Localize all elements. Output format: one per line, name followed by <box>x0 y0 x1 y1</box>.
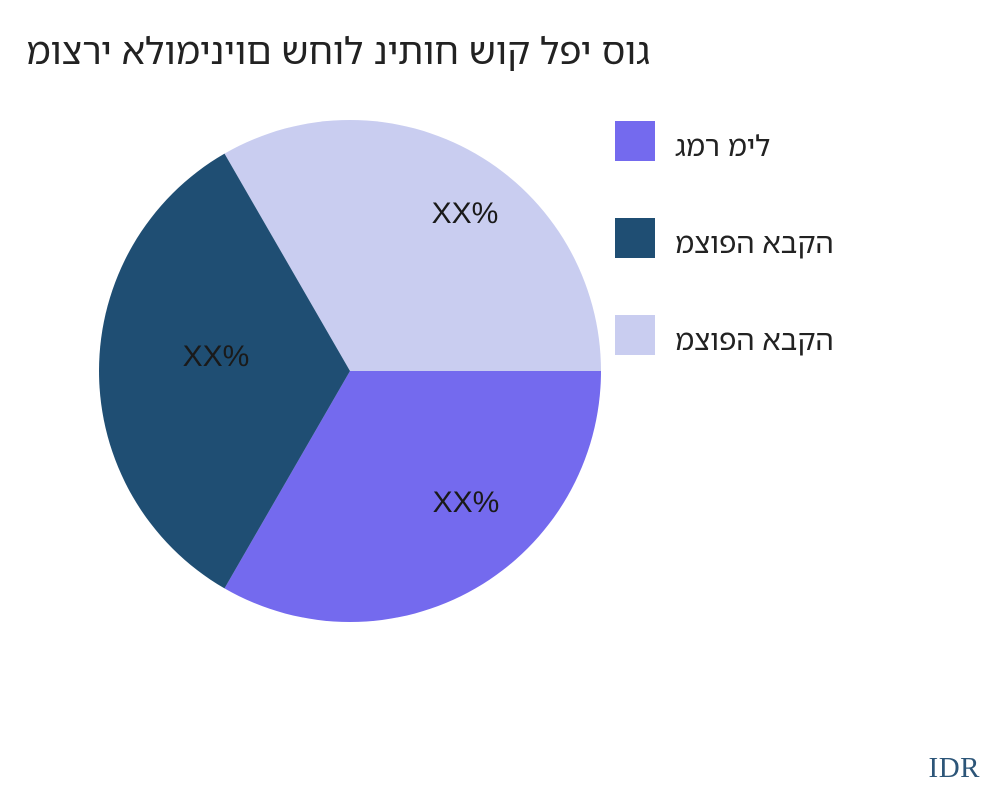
svg-text:XX%: XX% <box>433 486 500 519</box>
svg-text:XX%: XX% <box>432 197 499 230</box>
svg-text:XX%: XX% <box>183 340 250 373</box>
